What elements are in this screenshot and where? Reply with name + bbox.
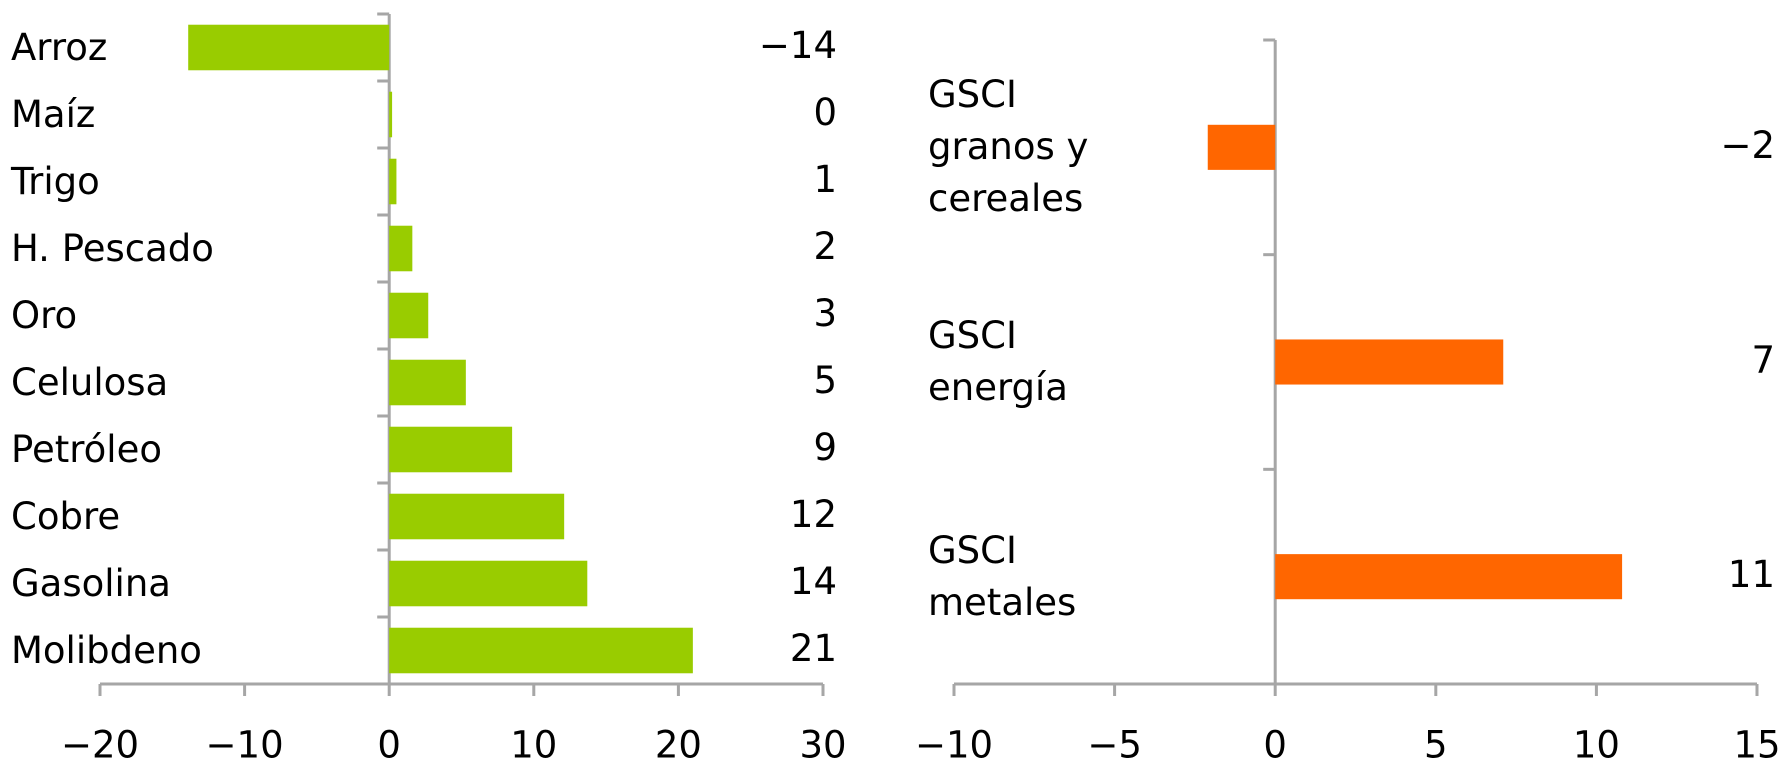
bar bbox=[389, 560, 588, 607]
x-tick-label: 0 bbox=[377, 724, 401, 763]
value-label: 5 bbox=[813, 359, 837, 402]
value-label: 0 bbox=[813, 91, 837, 134]
x-tick-label: −20 bbox=[61, 724, 139, 763]
category-label: Arroz bbox=[11, 25, 108, 69]
x-tick-label: 30 bbox=[799, 724, 846, 763]
x-tick-label: 20 bbox=[655, 724, 702, 763]
bar bbox=[1275, 339, 1504, 385]
value-label: 2 bbox=[813, 225, 837, 268]
category-label: Gasolina bbox=[11, 561, 171, 605]
category-label: Cobre bbox=[11, 494, 121, 538]
category-label: GSCI granos y cereales bbox=[928, 73, 1089, 221]
value-label: 14 bbox=[790, 560, 837, 603]
x-tick-label: 10 bbox=[1573, 724, 1620, 763]
category-label: Maíz bbox=[11, 92, 96, 136]
bar bbox=[389, 292, 429, 339]
bar bbox=[389, 158, 397, 205]
value-label: 1 bbox=[813, 158, 837, 201]
category-label: Celulosa bbox=[11, 360, 169, 404]
bar bbox=[389, 426, 513, 473]
x-tick-label: −5 bbox=[1087, 724, 1142, 763]
bar bbox=[389, 493, 565, 540]
bar bbox=[1207, 124, 1276, 170]
x-tick-label: −10 bbox=[915, 724, 993, 763]
bar bbox=[389, 225, 413, 272]
value-label: 11 bbox=[1728, 553, 1775, 596]
x-tick-label: 15 bbox=[1733, 724, 1780, 763]
value-label: 7 bbox=[1751, 339, 1775, 382]
bar bbox=[389, 627, 693, 674]
category-label: Oro bbox=[11, 293, 78, 337]
x-tick-label: 10 bbox=[510, 724, 557, 763]
value-label: −2 bbox=[1720, 124, 1775, 167]
bar bbox=[389, 91, 393, 138]
bar bbox=[1275, 554, 1623, 600]
value-label: 21 bbox=[790, 627, 837, 670]
x-tick-label: −10 bbox=[206, 724, 284, 763]
value-label: −14 bbox=[759, 24, 837, 67]
value-label: 3 bbox=[813, 292, 837, 335]
value-label: 12 bbox=[790, 493, 837, 536]
x-tick-label: 0 bbox=[1263, 724, 1287, 763]
category-label: GSCI energía bbox=[928, 314, 1068, 409]
category-label: Molibdeno bbox=[11, 628, 202, 672]
value-label: 9 bbox=[813, 426, 837, 469]
bar bbox=[389, 359, 466, 406]
category-label: GSCI metales bbox=[928, 528, 1077, 624]
category-label: Trigo bbox=[11, 159, 100, 203]
category-label: H. Pescado bbox=[11, 226, 214, 270]
x-tick-label: 5 bbox=[1424, 724, 1448, 763]
bar bbox=[188, 24, 390, 71]
category-label: Petróleo bbox=[11, 427, 162, 471]
